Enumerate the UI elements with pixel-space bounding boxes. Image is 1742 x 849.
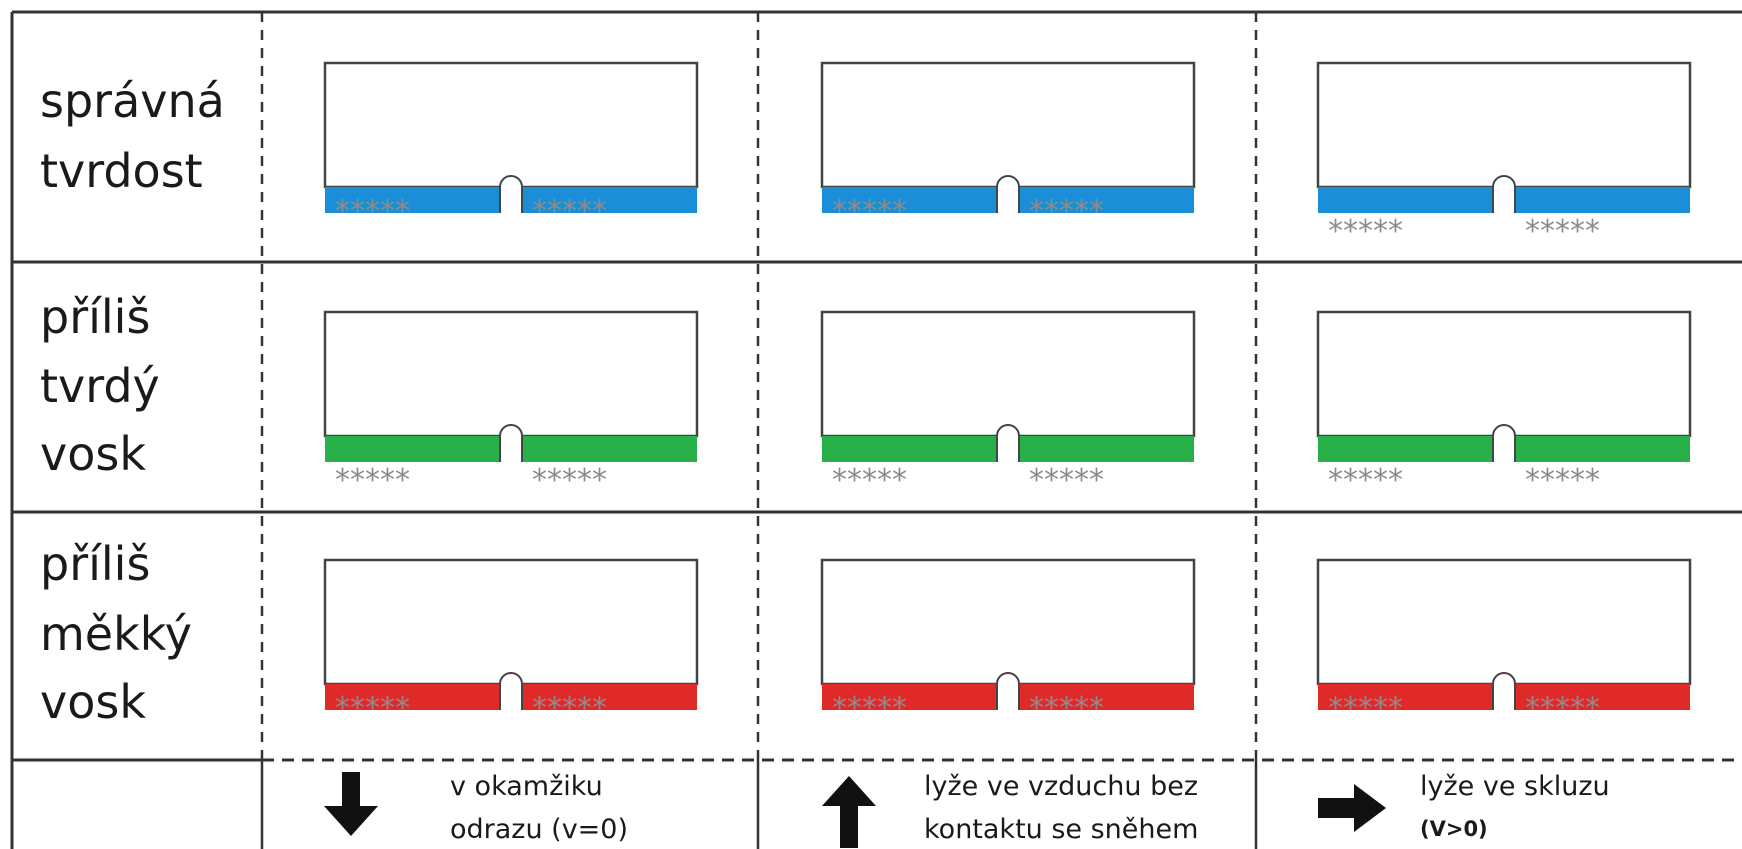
table-grid [10,10,1742,849]
ski-groove [499,672,523,710]
ski-outline [323,61,699,189]
ski-cell-r2-c0: ***** ***** [323,558,699,726]
ski-outline [820,61,1196,189]
ski-groove [996,175,1020,213]
ski-cell-r2-c1: ***** ***** [820,558,1196,726]
snow-crystals-left: ***** [335,691,410,726]
wax-layer-left [325,684,500,710]
snow-crystals-right: ***** [1525,214,1600,249]
ski-cell-r2-c2: ***** ***** [1316,558,1692,726]
wax-layer-left [822,436,997,462]
wax-layer-left [325,436,500,462]
ski-outline [820,558,1196,686]
ski-cells: ***** ***** ***** ********** ********** *****… [323,61,1692,726]
wax-layer-left [1318,684,1493,710]
wax-layer-right [1019,684,1194,710]
ski-cell-r1-c1: ***** ***** [820,310,1196,498]
caption-col-0: v okamžiku odrazu (v=0) [450,771,628,845]
row-label-1: příliš tvrdý vosk [40,290,174,481]
snow-crystals-right: ***** [532,463,607,498]
arrow-up-icon [822,776,876,848]
wax-layer-left [822,187,997,213]
snow-crystals-right: ***** [1525,463,1600,498]
ski-groove [499,175,523,213]
ski-cell-r0-c2: ***** ***** [1316,61,1692,249]
wax-layer-right [1515,436,1690,462]
wax-layer-right [522,684,697,710]
wax-layer-right [1019,187,1194,213]
ski-outline [1316,310,1692,438]
ski-cell-r1-c2: ***** ***** [1316,310,1692,498]
snow-crystals-left: ***** [1328,214,1403,249]
ski-groove [996,424,1020,462]
snow-crystals-left: ***** [832,194,907,229]
ski-groove [499,424,523,462]
snow-crystals-right: ***** [1029,463,1104,498]
snow-crystals-right: ***** [532,194,607,229]
wax-layer-left [1318,436,1493,462]
wax-layer-left [1318,187,1493,213]
snow-crystals-left: ***** [335,463,410,498]
ski-outline [820,310,1196,438]
ski-outline [1316,558,1692,686]
ski-cell-r0-c0: ***** ***** [323,61,699,229]
arrow-down-icon [324,772,378,836]
snow-crystals-right: ***** [1029,691,1104,726]
ski-groove [1492,175,1516,213]
wax-layer-right [1515,684,1690,710]
snow-crystals-right: ***** [532,691,607,726]
snow-crystals-right: ***** [1029,194,1104,229]
caption-col-1: lyže ve vzduchu bez kontaktu se sněhem [924,771,1207,845]
wax-layer-right [522,187,697,213]
snow-crystals-left: ***** [832,691,907,726]
ski-outline [323,558,699,686]
ski-groove [996,672,1020,710]
row-label-2: příliš měkký vosk [40,537,207,729]
wax-layer-right [522,436,697,462]
snow-crystals-left: ***** [1328,463,1403,498]
wax-layer-right [1515,187,1690,213]
caption-col-2: lyže ve skluzu (V>0) [1420,771,1615,841]
snow-crystals-left: ***** [1328,691,1403,726]
snow-crystals-left: ***** [335,194,410,229]
ski-cell-r1-c0: ***** ***** [323,310,699,498]
ski-groove [1492,424,1516,462]
ski-outline [1316,61,1692,189]
wax-layer-left [822,684,997,710]
snow-crystals-left: ***** [832,463,907,498]
wax-layer-left [325,187,500,213]
ski-cell-r0-c1: ***** ***** [820,61,1196,229]
ski-outline [323,310,699,438]
row-label-0: správná tvrdost [40,74,239,198]
ski-groove [1492,672,1516,710]
wax-layer-right [1019,436,1194,462]
snow-crystals-right: ***** [1525,691,1600,726]
caption-row: v okamžiku odrazu (v=0) lyže ve vzduchu … [324,771,1615,848]
row-labels: správná tvrdost příliš tvrdý vosk příliš… [40,74,239,729]
arrow-right-icon [1318,784,1386,832]
